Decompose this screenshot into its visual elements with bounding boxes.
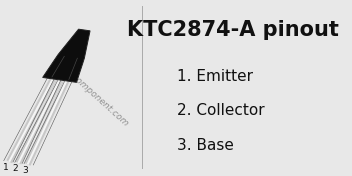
Polygon shape [43, 29, 90, 82]
Text: KTC2874-A pinout: KTC2874-A pinout [127, 20, 339, 40]
Text: el-component.com: el-component.com [62, 65, 131, 129]
Text: 1: 1 [4, 163, 9, 172]
Text: 1. Emitter: 1. Emitter [177, 69, 253, 84]
Text: 2: 2 [13, 164, 18, 173]
Text: 3. Base: 3. Base [177, 138, 234, 153]
Text: 3: 3 [22, 166, 27, 175]
Text: 2. Collector: 2. Collector [177, 103, 265, 118]
